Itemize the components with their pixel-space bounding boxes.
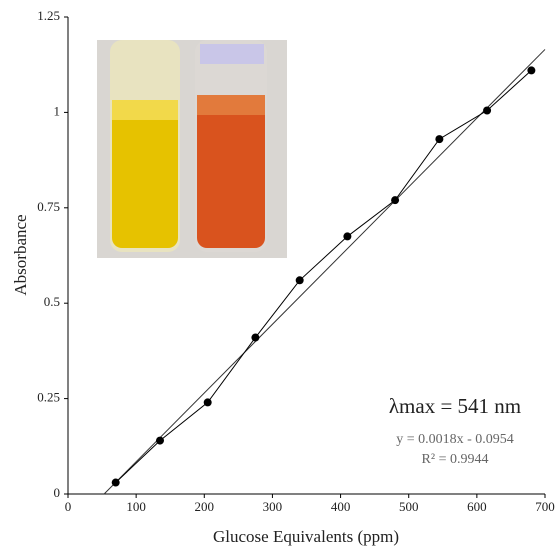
- data-point: [156, 437, 164, 445]
- data-point: [483, 106, 491, 114]
- y-tick-label: 0: [54, 485, 61, 500]
- data-point: [296, 276, 304, 284]
- y-tick-label: 0.75: [37, 199, 60, 214]
- data-point: [251, 334, 259, 342]
- x-tick-label: 400: [331, 499, 351, 514]
- annotation: λmax = 541 nm: [389, 394, 521, 418]
- x-tick-label: 100: [126, 499, 146, 514]
- x-tick-label: 500: [399, 499, 419, 514]
- x-tick-label: 600: [467, 499, 487, 514]
- x-tick-label: 300: [263, 499, 283, 514]
- y-tick-label: 1: [54, 103, 61, 118]
- chart: Absorbance Glucose Equivalents (ppm) λma…: [0, 0, 558, 550]
- annotation: y = 0.0018x - 0.0954: [396, 432, 514, 447]
- y-tick-label: 1.25: [37, 8, 60, 23]
- annotation: R² = 0.9944: [422, 452, 489, 467]
- y-tick-label: 0.25: [37, 390, 60, 405]
- y-tick-label: 0.5: [44, 294, 60, 309]
- data-point: [343, 232, 351, 240]
- x-tick-label: 0: [65, 499, 72, 514]
- x-tick-label: 200: [195, 499, 215, 514]
- data-point: [112, 479, 120, 487]
- inset-photo: [97, 40, 287, 258]
- x-tick-label: 700: [535, 499, 555, 514]
- data-point: [391, 196, 399, 204]
- x-axis-label: Glucose Equivalents (ppm): [213, 527, 399, 546]
- data-point: [435, 135, 443, 143]
- data-point: [204, 398, 212, 406]
- data-point: [527, 66, 535, 74]
- y-axis-label: Absorbance: [11, 214, 30, 295]
